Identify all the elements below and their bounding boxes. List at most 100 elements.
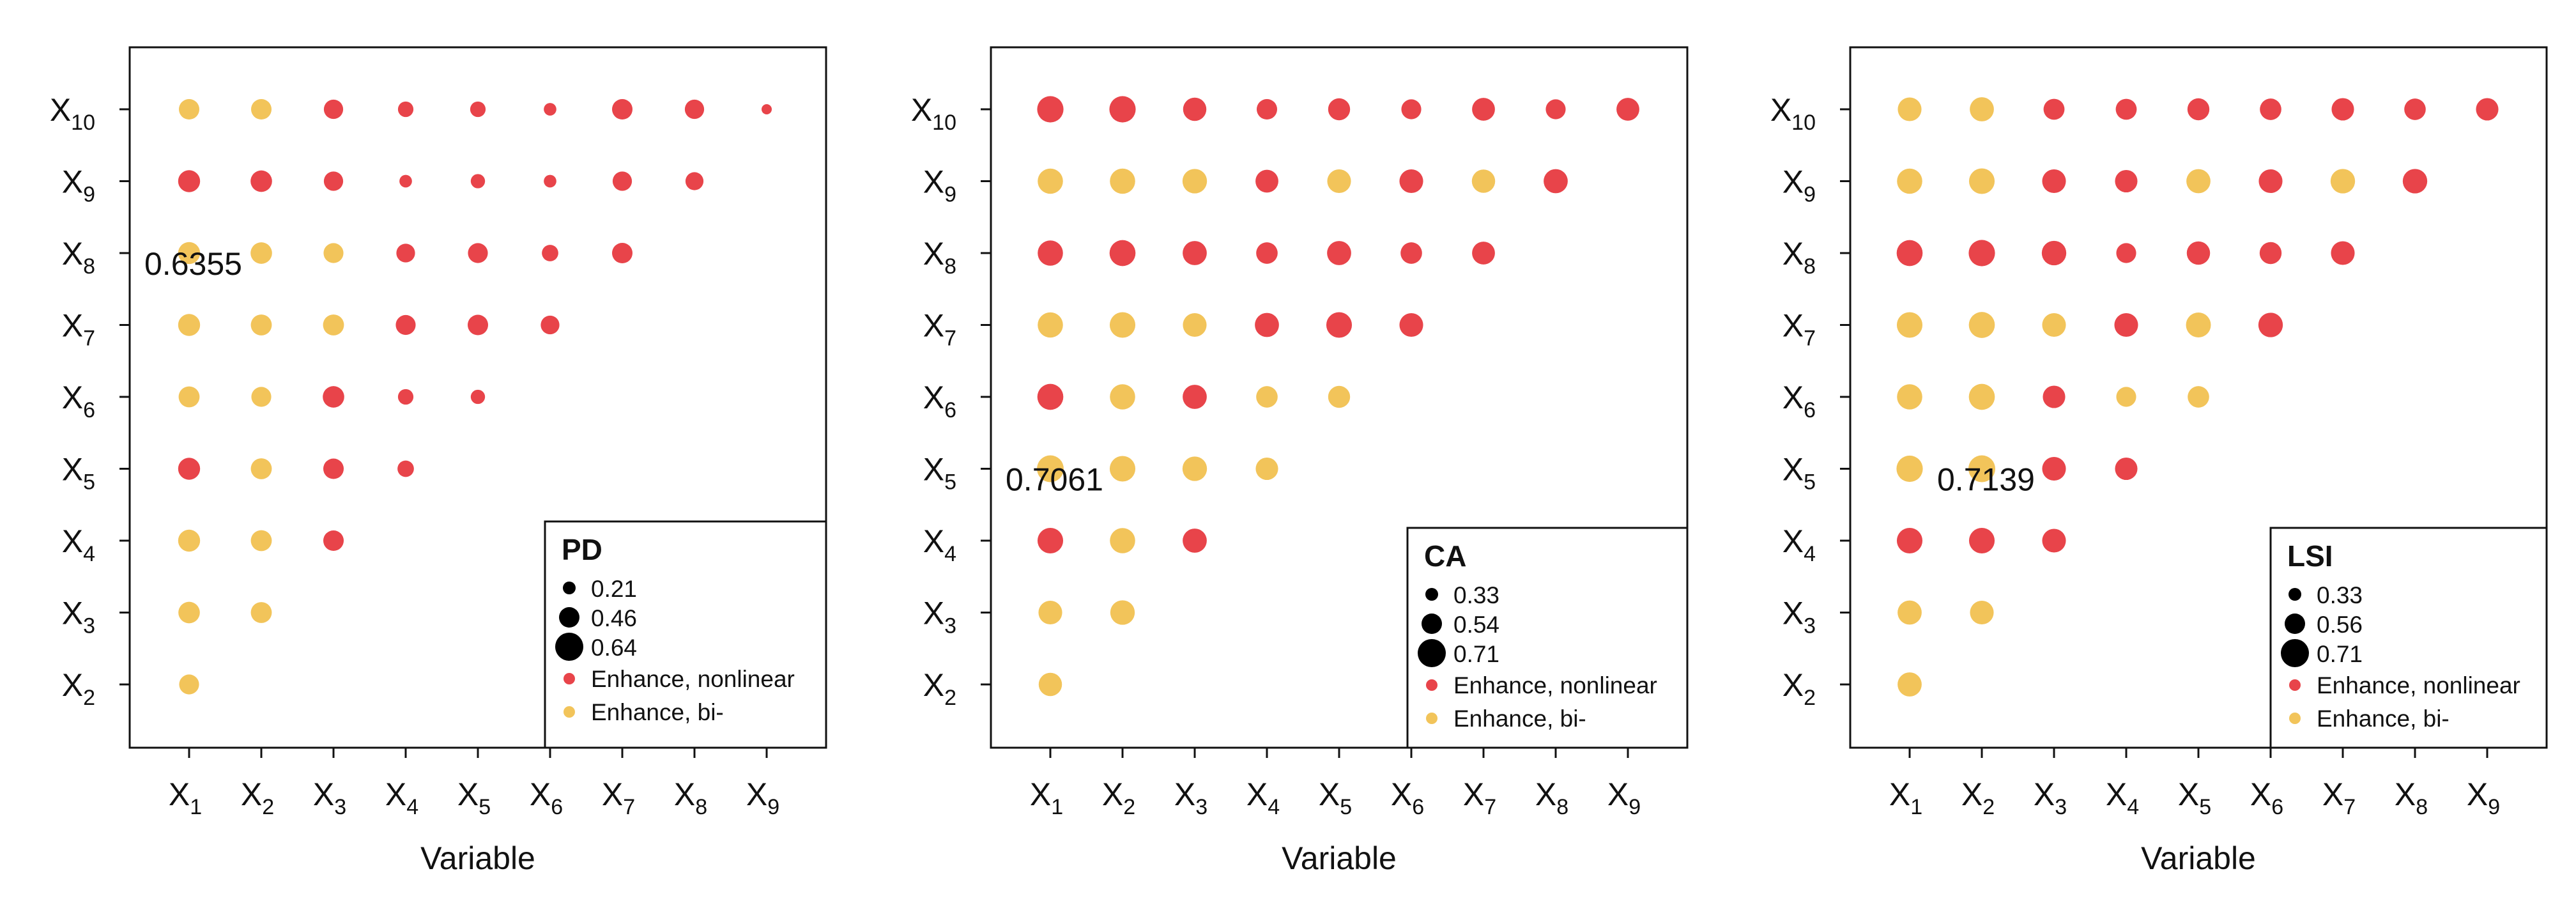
x-tick-label: X9	[2467, 776, 2500, 819]
value-annotation: 0.6355	[144, 246, 242, 282]
data-point	[1109, 456, 1136, 482]
legend-size-label: 0.33	[1453, 582, 1499, 608]
data-point	[179, 674, 199, 695]
x-tick-label: X1	[1030, 776, 1063, 819]
data-point	[1968, 312, 1995, 338]
data-point	[2042, 169, 2066, 194]
data-point	[2043, 385, 2066, 408]
data-point	[470, 101, 486, 118]
y-tick-label: X2	[923, 667, 956, 710]
data-point	[251, 387, 272, 407]
data-point	[2404, 98, 2426, 120]
x-tick-label: X4	[385, 776, 418, 819]
x-axis-title: Variable	[1282, 840, 1397, 876]
data-point	[323, 171, 344, 191]
legend-title: PD	[562, 533, 602, 566]
legend-size-label: 0.56	[2317, 612, 2363, 638]
legend-box	[1406, 527, 1689, 749]
data-point	[685, 172, 704, 190]
data-point	[1896, 240, 1923, 266]
y-tick-label: X10	[50, 92, 95, 135]
data-point	[2043, 98, 2065, 120]
data-point	[1110, 528, 1135, 553]
legend-size-marker	[1425, 588, 1438, 601]
data-point	[178, 98, 200, 120]
data-point	[1896, 455, 1923, 482]
data-point	[178, 458, 201, 480]
y-tick-label: X9	[1782, 164, 1816, 207]
legend-size-label: 0.33	[2317, 582, 2363, 608]
data-point	[1037, 527, 1064, 554]
data-point	[1968, 168, 1995, 194]
x-tick-label: X5	[1319, 776, 1352, 819]
data-point	[2115, 169, 2138, 193]
legend-type-label: Enhance, bi-	[1453, 706, 1586, 732]
data-point	[611, 98, 633, 120]
data-point	[1472, 98, 1495, 121]
data-point	[1183, 529, 1207, 553]
legend-nonlinear-marker	[1426, 679, 1438, 691]
x-tick-label: X5	[457, 776, 491, 819]
data-point	[178, 242, 201, 265]
data-point	[2258, 313, 2283, 337]
y-tick-label: X5	[62, 452, 95, 495]
data-point	[323, 386, 344, 408]
x-tick-label: X6	[2250, 776, 2283, 819]
x-tick-label: X2	[1102, 776, 1135, 819]
x-tick-label: X1	[1889, 776, 1922, 819]
data-point	[1110, 168, 1135, 194]
legend-type-label: Enhance, nonlinear	[591, 666, 795, 692]
chart-panel-2: X2 X3 X4 X5 X6 X7 X8 X9 X10 X1 X2 X3 X4 X5 X6 X7 X8 X9 Var…	[911, 46, 1689, 876]
legend-size-label: 0.21	[591, 576, 637, 602]
data-point	[323, 530, 344, 552]
data-point	[1110, 384, 1135, 410]
data-point	[612, 171, 632, 191]
data-point	[1183, 385, 1207, 409]
y-tick-label: X4	[1782, 523, 1816, 566]
y-tick-label: X2	[62, 667, 95, 710]
legend-bi-marker	[1426, 713, 1438, 724]
data-point	[178, 601, 200, 624]
data-point	[2402, 169, 2428, 194]
y-tick-label: X2	[1782, 667, 1816, 710]
data-point	[2115, 98, 2137, 120]
data-point	[1182, 456, 1208, 481]
data-point	[250, 242, 272, 264]
data-point	[1896, 312, 1923, 338]
legend-size-label: 0.71	[1453, 641, 1499, 667]
data-point	[1897, 672, 1922, 697]
data-point	[1897, 168, 1922, 194]
legend-size-marker	[563, 582, 576, 594]
data-point	[1183, 313, 1207, 337]
legend: PD 0.21 0.46 0.64 Enhance, nonlinear Enhance,…	[544, 520, 827, 749]
data-point	[1327, 241, 1351, 265]
data-point	[544, 174, 556, 188]
data-point	[1326, 312, 1353, 338]
x-axis-title: Variable	[420, 840, 535, 876]
legend-bi-marker	[2289, 713, 2301, 724]
data-point	[470, 174, 486, 189]
y-tick-label: X10	[1770, 92, 1816, 135]
data-point	[1038, 240, 1063, 266]
data-point	[2116, 387, 2136, 407]
data-point	[2331, 241, 2355, 265]
data-point	[1109, 240, 1136, 266]
chart-panel-3: X2 X3 X4 X5 X6 X7 X8 X9 X10 X1 X2 X3 X4 X5 X6 X7 X8 X9 Var…	[1770, 46, 2548, 876]
legend-size-label: 0.46	[591, 605, 637, 631]
data-point	[250, 458, 272, 479]
data-point	[2186, 241, 2211, 265]
x-tick-label: X2	[241, 776, 274, 819]
y-tick-label: X6	[923, 380, 956, 422]
legend-size-marker	[559, 607, 579, 628]
data-point	[762, 104, 772, 114]
data-point	[1471, 169, 1496, 193]
legend-type-label: Enhance, nonlinear	[2317, 672, 2520, 698]
data-point	[2116, 243, 2136, 263]
data-point	[2042, 456, 2066, 481]
data-point	[611, 242, 633, 264]
x-tick-label: X3	[1174, 776, 1208, 819]
y-tick-label: X7	[1782, 308, 1816, 351]
data-point	[542, 245, 558, 261]
